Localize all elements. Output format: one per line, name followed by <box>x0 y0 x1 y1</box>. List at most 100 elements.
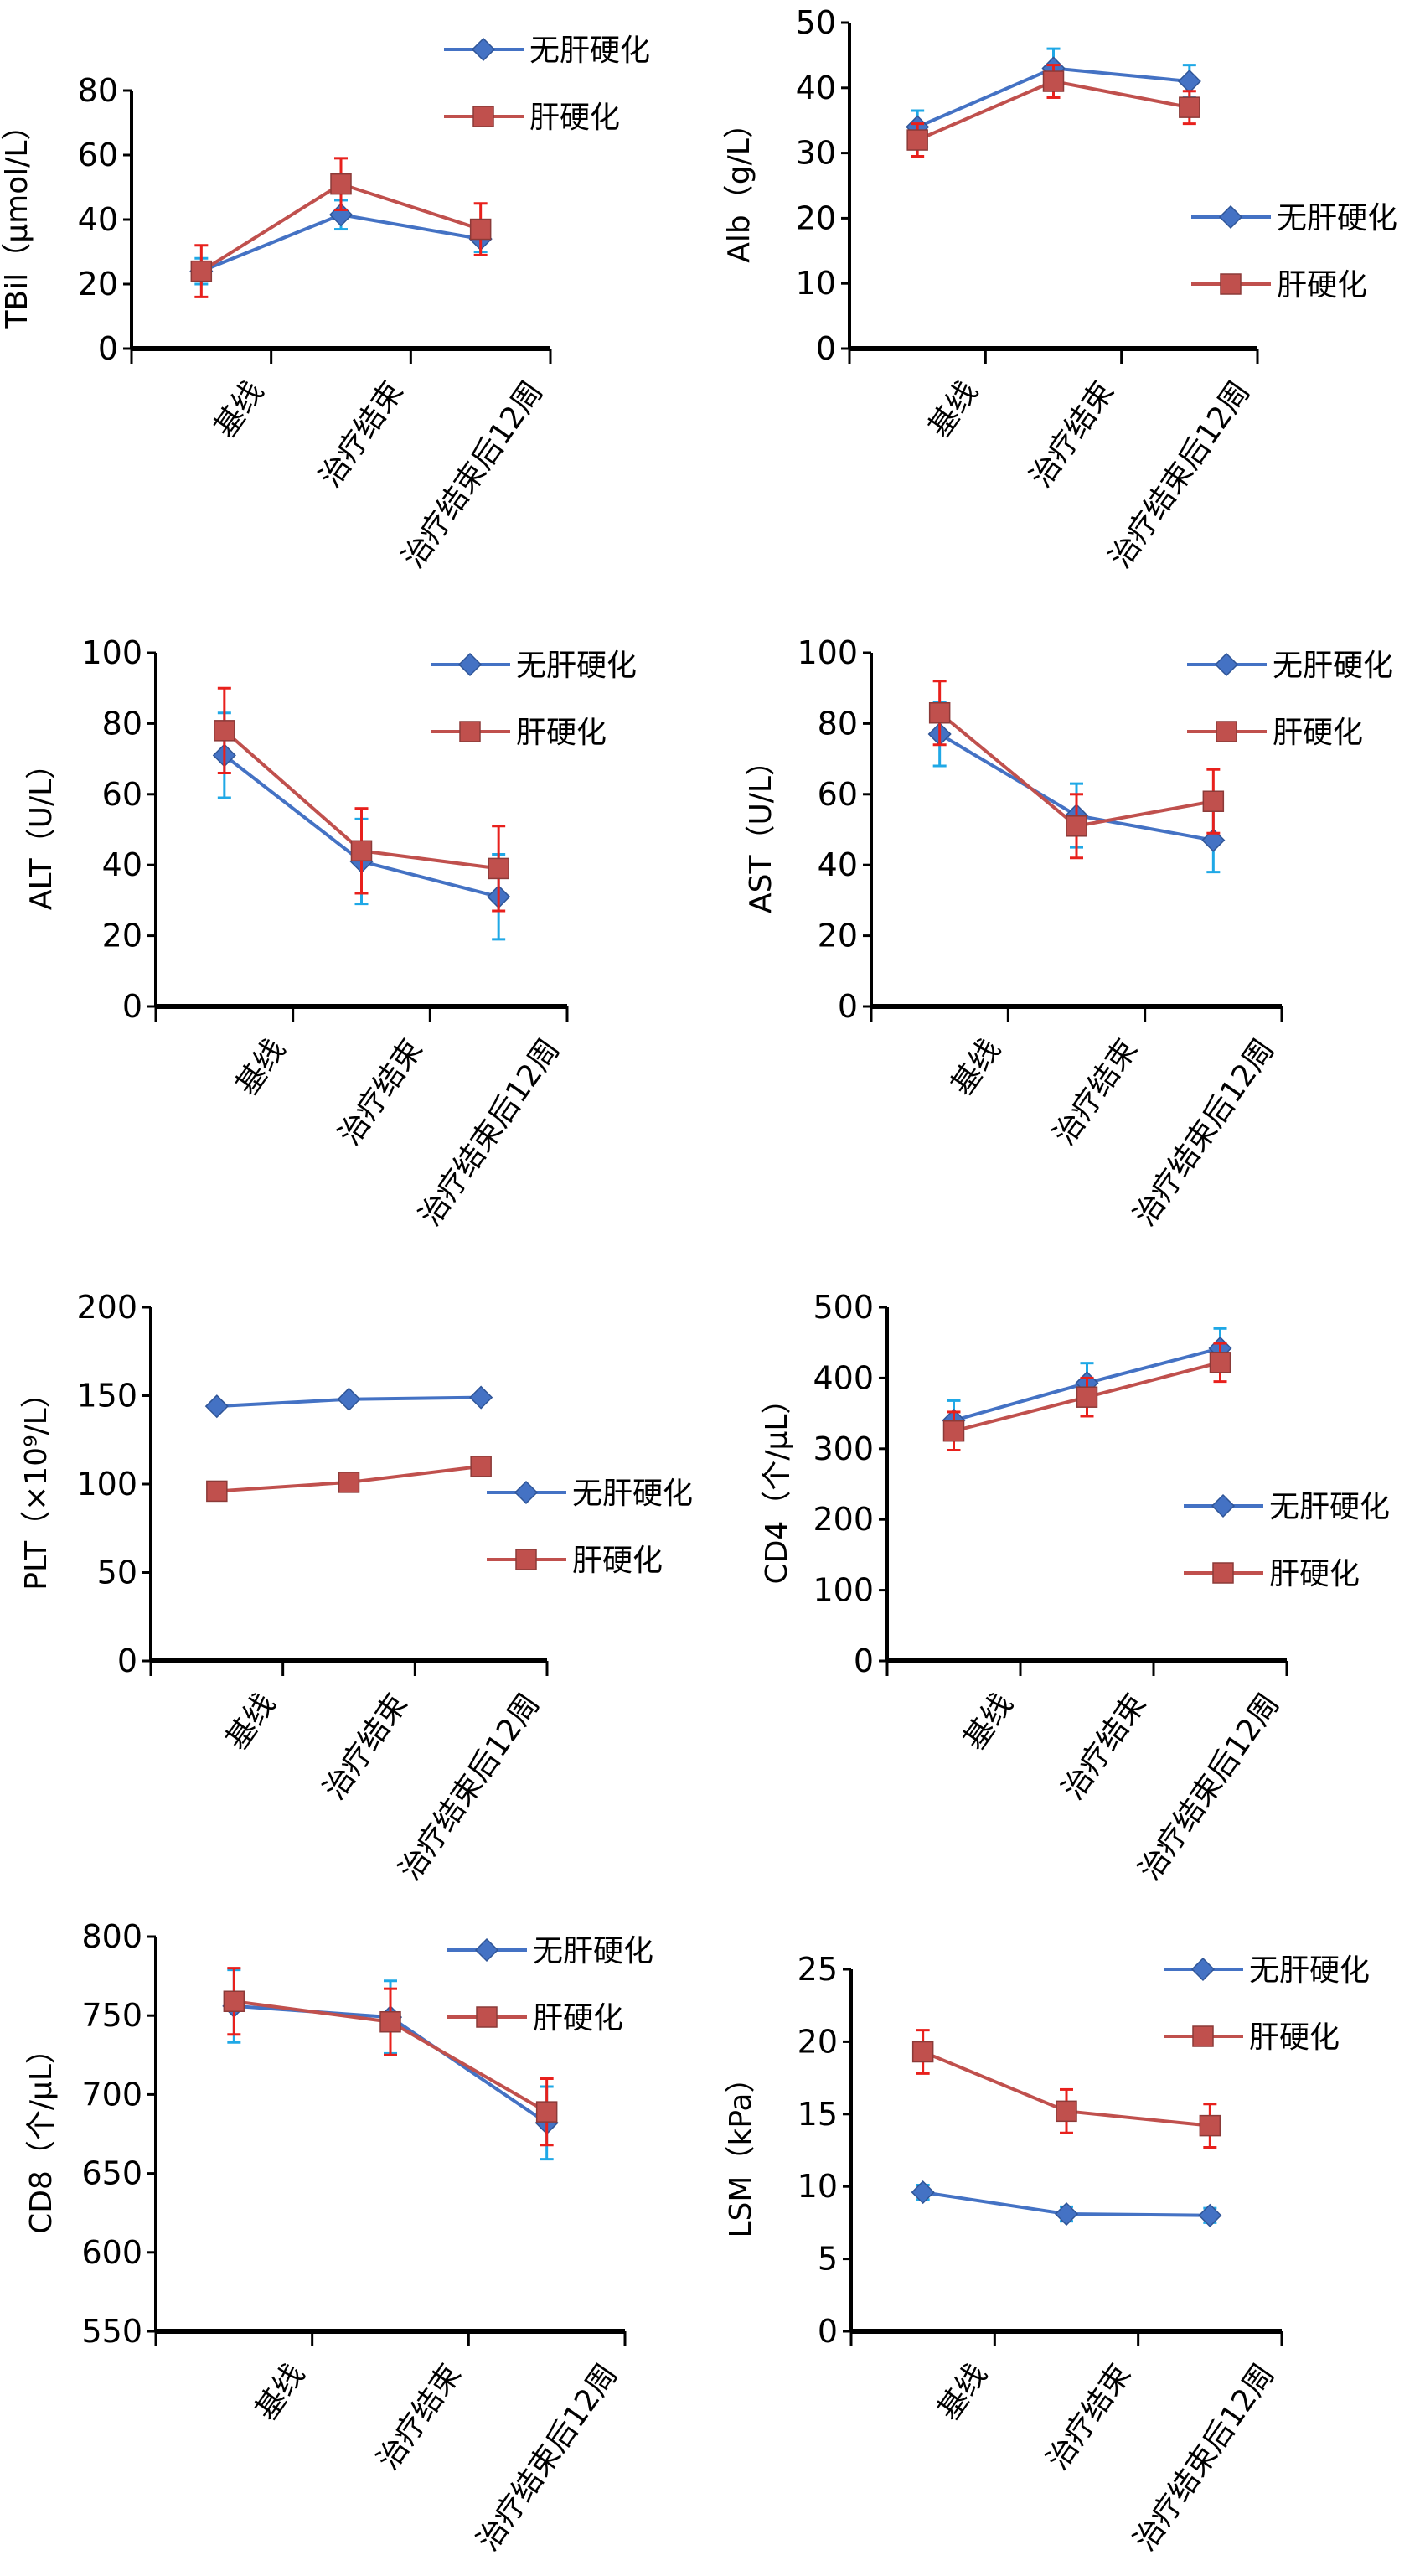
legend-item: 肝硬化 <box>1191 268 1367 303</box>
legend-item: 肝硬化 <box>487 1544 663 1578</box>
legend-label: 无肝硬化 <box>572 1477 693 1511</box>
legend-label: 肝硬化 <box>1269 1557 1360 1591</box>
data-point <box>204 1394 229 1419</box>
y-tick-label: 650 <box>81 2155 142 2192</box>
y-tick-label: 80 <box>102 705 142 742</box>
data-point <box>206 1480 228 1503</box>
data-point <box>1199 2114 1221 2137</box>
series-no-cirrhosis <box>189 199 493 286</box>
x-category-label: 基线 <box>957 1688 1020 1757</box>
data-point <box>942 1420 965 1442</box>
y-tick-label: 20 <box>78 266 118 303</box>
legend-label: 无肝硬化 <box>1269 1490 1390 1524</box>
data-point <box>1056 2100 1077 2123</box>
y-tick-label: 700 <box>81 2076 142 2113</box>
legend-label: 肝硬化 <box>1249 2020 1340 2055</box>
legend-marker-icon <box>457 652 483 677</box>
y-tick-label: 0 <box>816 330 836 367</box>
x-category-label: 治疗结束 <box>1024 375 1121 494</box>
chart-panel-7: 550 600 650 700 750 800 基线 治疗结束 治疗结束后12周 CD8（个/μL… <box>24 1918 653 2558</box>
x-category-label: 治疗结束 <box>318 1688 415 1806</box>
legend-marker-icon <box>459 721 481 742</box>
y-tick-label: 30 <box>796 135 836 172</box>
legend-label: 肝硬化 <box>1273 716 1363 750</box>
legend-marker-icon <box>1218 204 1243 230</box>
y-tick-label: 0 <box>122 988 142 1025</box>
legend-marker-icon <box>476 2006 498 2028</box>
series-cirrhosis <box>911 2029 1221 2149</box>
y-tick-label: 100 <box>813 1572 874 1609</box>
x-category-label: 基线 <box>932 2358 994 2428</box>
data-point <box>906 129 928 151</box>
x-category-label: 基线 <box>208 375 271 445</box>
legend-item: 无肝硬化 <box>1191 201 1397 235</box>
y-axis-label: ALT（U/L） <box>24 749 59 910</box>
series-no-cirrhosis <box>911 2180 1222 2227</box>
legend-label: 无肝硬化 <box>516 649 637 683</box>
y-tick-label: 400 <box>813 1359 874 1396</box>
legend-marker-icon <box>1212 1562 1234 1584</box>
y-tick-label: 80 <box>818 705 858 742</box>
series-cirrhosis <box>223 1967 558 2147</box>
x-category-label: 治疗结束 <box>371 2358 468 2476</box>
x-category-label: 治疗结束后12周 <box>413 1033 567 1233</box>
y-axis-label: CD8（个/μL） <box>24 2034 59 2234</box>
y-tick-label: 5 <box>818 2241 838 2278</box>
y-tick-label: 750 <box>81 1997 142 2034</box>
y-axis-label: PLT（×10⁹/L） <box>19 1378 54 1590</box>
y-tick-label: 40 <box>818 846 858 883</box>
legend-marker-icon <box>472 106 494 127</box>
legend-label: 肝硬化 <box>529 101 620 135</box>
data-point <box>1076 1386 1098 1408</box>
y-tick-label: 20 <box>796 199 836 236</box>
legend-label: 无肝硬化 <box>529 34 650 68</box>
legend-label: 肝硬化 <box>516 716 607 750</box>
legend-item: 无肝硬化 <box>1184 1490 1390 1524</box>
legend-marker-icon <box>515 1549 537 1570</box>
y-tick-label: 500 <box>813 1289 874 1326</box>
data-point <box>928 701 951 724</box>
legend-marker-icon <box>1216 721 1237 742</box>
x-category-label: 治疗结束 <box>1040 2358 1138 2476</box>
y-tick-label: 10 <box>796 265 836 302</box>
series-cirrhosis <box>942 1342 1231 1451</box>
y-tick-label: 0 <box>818 2313 838 2350</box>
series-cirrhosis <box>214 686 509 913</box>
data-point <box>535 2101 558 2123</box>
data-point <box>223 1990 245 2012</box>
y-tick-label: 150 <box>76 1378 137 1415</box>
x-category-label: 治疗结束后12周 <box>1128 2358 1282 2558</box>
legend-item: 肝硬化 <box>431 716 607 750</box>
legend-marker-icon <box>1220 273 1242 295</box>
legend-marker-icon <box>1190 1957 1216 1982</box>
legend-item: 肝硬化 <box>444 101 620 135</box>
y-axis-label: Alb（g/L） <box>722 108 756 263</box>
data-point <box>470 1456 492 1477</box>
x-category-label: 基线 <box>230 1033 292 1103</box>
y-tick-label: 50 <box>97 1554 137 1591</box>
y-tick-label: 0 <box>98 330 118 367</box>
legend-item: 无肝硬化 <box>1164 1953 1370 1988</box>
y-tick-label: 20 <box>818 918 858 954</box>
x-category-label: 基线 <box>249 2358 312 2428</box>
data-point <box>337 1387 361 1411</box>
data-point <box>1177 69 1201 94</box>
legend-label: 肝硬化 <box>1277 268 1367 303</box>
legend-item: 无肝硬化 <box>1187 649 1393 683</box>
legend-label: 无肝硬化 <box>1277 201 1397 235</box>
legend-marker-icon <box>1214 652 1239 677</box>
data-point <box>1042 70 1065 92</box>
y-axis-label: LSM（kPa） <box>724 2063 758 2238</box>
data-point <box>469 1385 493 1410</box>
y-axis-label: AST（U/L） <box>744 746 778 913</box>
x-category-label: 基线 <box>922 375 985 445</box>
series-cirrhosis <box>206 1456 492 1503</box>
legend-marker-icon <box>1211 1493 1236 1518</box>
y-tick-label: 25 <box>798 1951 838 1988</box>
y-tick-label: 40 <box>102 846 142 883</box>
x-category-label: 治疗结束后12周 <box>393 1688 547 1887</box>
y-tick-label: 800 <box>81 1918 142 1955</box>
